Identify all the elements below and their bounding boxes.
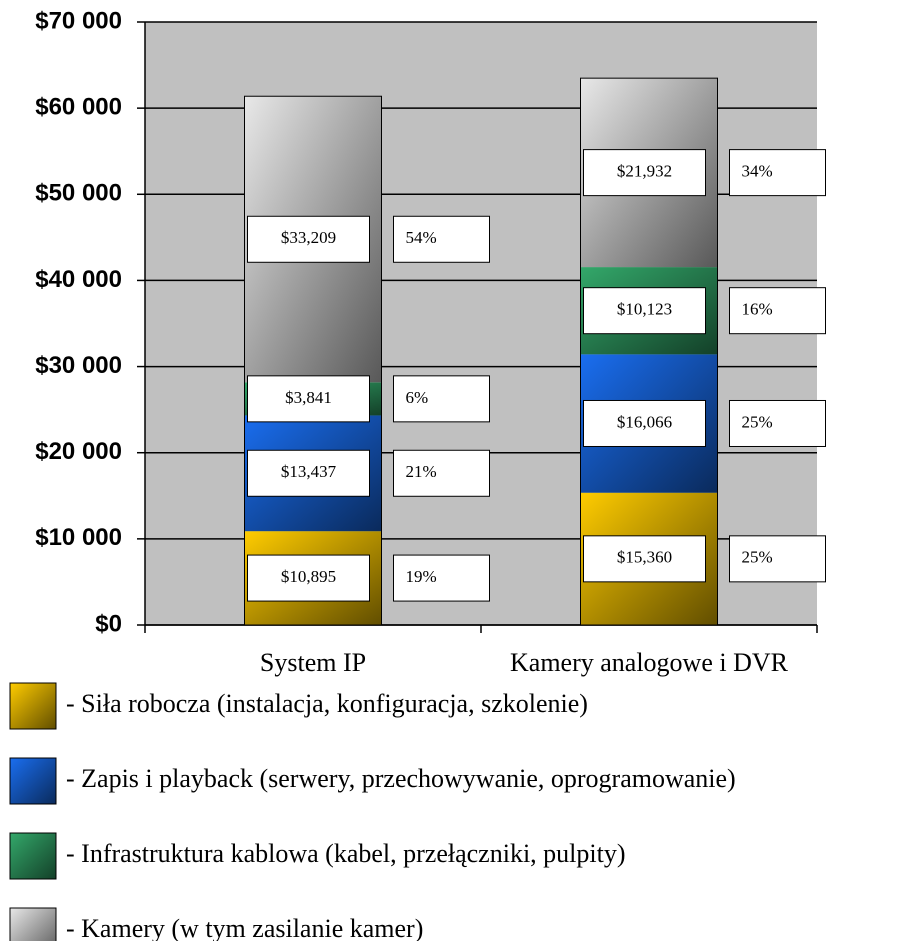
y-tick-label: $50 000: [35, 180, 122, 207]
value-label-box: [247, 449, 370, 497]
value-label-box: [247, 375, 370, 423]
share-label: 16%: [742, 300, 773, 319]
y-tick-label: $30 000: [35, 352, 122, 379]
value-label-box: [247, 554, 370, 602]
share-label-box: [393, 449, 490, 497]
share-label-box: [729, 149, 826, 197]
y-tick-label: $0: [95, 610, 122, 637]
y-tick-label: $40 000: [35, 266, 122, 293]
share-label: 21%: [406, 462, 437, 481]
value-label-box: [583, 149, 706, 197]
value-label: $10,123: [617, 300, 672, 319]
x-tick-label: System IP: [260, 648, 366, 677]
bar-outline: [244, 95, 382, 626]
share-label-box: [729, 535, 826, 583]
y-tick-label: $70 000: [35, 7, 122, 34]
y-tick-label: $20 000: [35, 438, 122, 465]
share-label-box: [393, 375, 490, 423]
legend-swatch-shade: [10, 833, 56, 879]
value-label: $33,209: [281, 228, 336, 247]
value-label: $13,437: [281, 462, 337, 481]
share-label-box: [729, 287, 826, 335]
bar-outline: [580, 77, 718, 626]
legend-label: - Zapis i playback (serwery, przechowywa…: [66, 764, 736, 793]
share-label: 6%: [406, 388, 429, 407]
share-label-box: [393, 554, 490, 602]
y-tick-label: $10 000: [35, 524, 122, 551]
legend-label: - Siła robocza (instalacja, konfiguracja…: [66, 689, 588, 718]
value-label-box: [247, 215, 370, 263]
legend-swatch-shade: [10, 683, 56, 729]
value-label: $3,841: [285, 388, 332, 407]
value-label: $16,066: [617, 412, 672, 431]
share-label: 54%: [406, 228, 437, 247]
share-label: 34%: [742, 162, 773, 181]
value-label: $21,932: [617, 162, 672, 181]
share-label: 25%: [742, 412, 773, 431]
value-label: $10,895: [281, 567, 336, 586]
share-label: 19%: [406, 567, 437, 586]
legend-label: - Infrastruktura kablowa (kabel, przełąc…: [66, 839, 626, 868]
legend-label: - Kamery (w tym zasilanie kamer): [66, 914, 423, 941]
value-label-box: [583, 399, 706, 447]
legend-swatch-shade: [10, 758, 56, 804]
legend-swatch-shade: [10, 908, 56, 941]
y-tick-label: $60 000: [35, 93, 122, 120]
x-tick-label: Kamery analogowe i DVR: [510, 648, 789, 677]
value-label-box: [583, 535, 706, 583]
value-label-box: [583, 287, 706, 335]
share-label: 25%: [742, 548, 773, 567]
share-label-box: [729, 399, 826, 447]
value-label: $15,360: [617, 548, 672, 567]
share-label-box: [393, 215, 490, 263]
